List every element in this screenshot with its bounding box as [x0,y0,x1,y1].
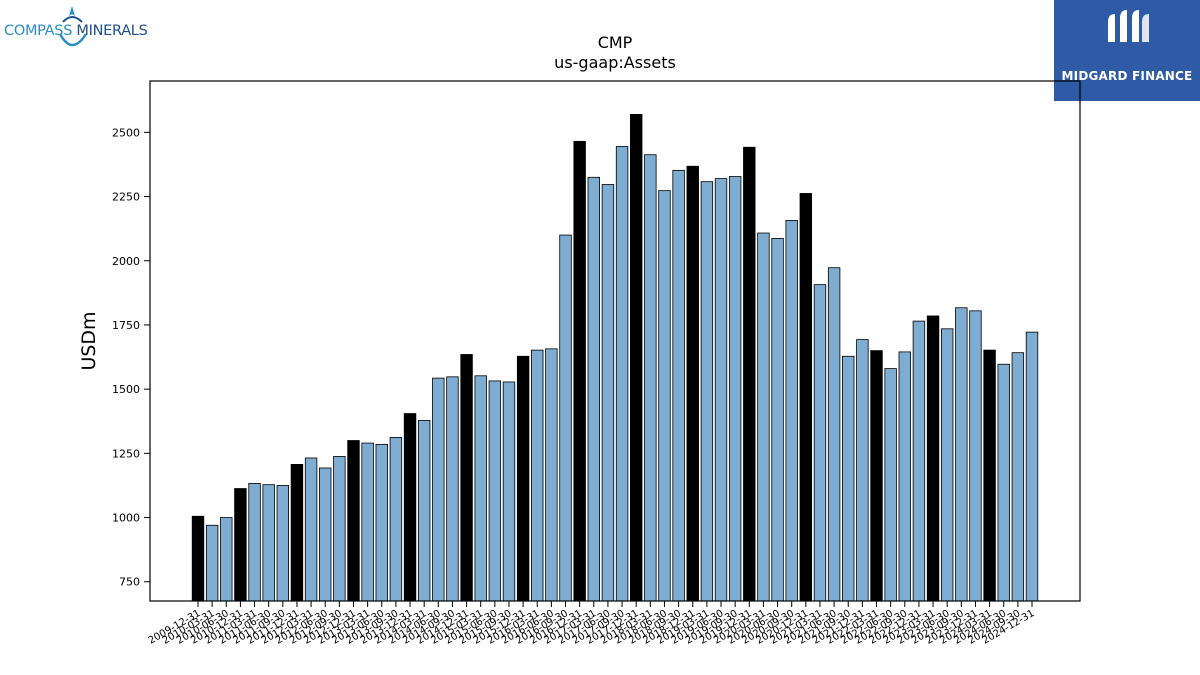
plot-frame [149,80,1081,602]
y-axis: 750 1000 1250 1500 1750 2000 2250 2500 [112,126,150,589]
bar-2010-03-31 [205,524,219,602]
bar-2011-12-31 [290,463,304,602]
bar-2017-06-30 [601,184,615,602]
bar-2020-03-31 [757,232,770,602]
y-tick-label: 1500 [112,383,140,396]
bar-2024-06-30 [997,363,1010,602]
midgard-finance-logo: MIDGARD FINANCE [1054,0,1200,101]
brand-left-part1: COMPASS [4,23,73,39]
bar-2023-12-31 [969,310,982,602]
bar-2021-12-31 [856,339,869,602]
bar-2013-03-31 [361,442,374,602]
bar-2023-06-30 [940,328,954,602]
bar-2013-06-30 [375,443,388,602]
bar-2018-09-30 [672,169,685,602]
bar-2019-06-30 [714,178,728,602]
bar-2011-09-30 [276,485,290,602]
bar-2019-03-31 [700,181,714,602]
bar-2022-03-31 [870,350,883,602]
bar-2012-12-31 [347,440,360,602]
bar-2014-12-31 [460,354,473,602]
bar-2021-06-30 [827,267,841,602]
bar-2024-09-30 [1011,352,1025,602]
bar-2024-12-31 [1025,331,1039,602]
compass-minerals-logo: COMPASS MINERALS [4,4,149,54]
bar-2020-12-31 [799,193,813,602]
y-tick-label: 2000 [112,255,140,268]
bar-2021-09-30 [842,355,855,602]
bar-2015-09-30 [502,381,516,602]
bar-2010-06-30 [220,517,233,602]
bar-2009-12-31 [191,515,205,602]
y-tick-label: 1750 [112,319,140,332]
bar-2015-12-31 [516,355,530,602]
bar-2015-06-30 [488,380,502,602]
bar-2020-09-30 [785,220,798,602]
bar-2024-03-31 [983,349,996,602]
chart-subtitle: us-gaap:Assets [554,53,676,72]
bar-2022-09-30 [898,351,911,602]
bar-2016-06-30 [545,348,558,602]
bar-2023-09-30 [955,307,968,602]
bar-2016-12-31 [573,140,586,602]
bar-2019-12-31 [743,146,756,602]
bar-2020-06-30 [771,238,784,602]
x-axis: 2009-12-312010-03-312010-06-302010-12-31… [147,601,1037,647]
y-tick-label: 2250 [112,191,140,204]
bar-2021-03-31 [813,284,827,602]
compass-star-icon [58,6,88,47]
y-tick-label: 750 [119,576,140,589]
bar-2010-12-31 [234,488,247,602]
bar-2011-06-30 [262,484,275,602]
bar-2014-09-30 [446,376,459,602]
y-tick-label: 1000 [112,512,140,525]
bar-2022-06-30 [884,368,897,602]
bar-2014-06-30 [432,377,445,602]
bar-2016-03-31 [531,349,544,602]
bar-2012-06-30 [319,467,332,602]
y-axis-label: USDm [78,311,100,370]
midgard-m-icon [1108,10,1149,42]
chart-title: CMP [598,33,633,52]
brand-right-text: MIDGARD FINANCE [1061,69,1193,83]
bar-2013-09-30 [389,437,403,602]
y-tick-label: 1250 [112,447,140,460]
bar-2018-06-30 [658,190,671,602]
bar-2012-03-31 [304,457,318,602]
bar-2015-03-31 [474,375,487,602]
bar-2012-09-30 [333,456,346,602]
bar-2023-03-31 [926,315,940,602]
bars-group [191,113,1039,602]
bar-2016-09-30 [559,234,572,602]
bar-2017-03-31 [587,176,600,602]
bar-2011-03-31 [248,482,261,602]
bar-2022-12-31 [912,320,926,602]
bar-2013-12-31 [403,413,417,602]
bar-2018-03-31 [644,154,657,602]
y-tick-label: 2500 [112,126,140,139]
bar-2019-09-30 [728,176,742,602]
brand-left-part2: MINERALS [76,23,148,39]
bar-2017-09-30 [615,146,629,602]
bar-2017-12-31 [630,113,643,602]
bar-2018-12-31 [686,165,699,602]
bar-2014-03-31 [417,420,431,602]
